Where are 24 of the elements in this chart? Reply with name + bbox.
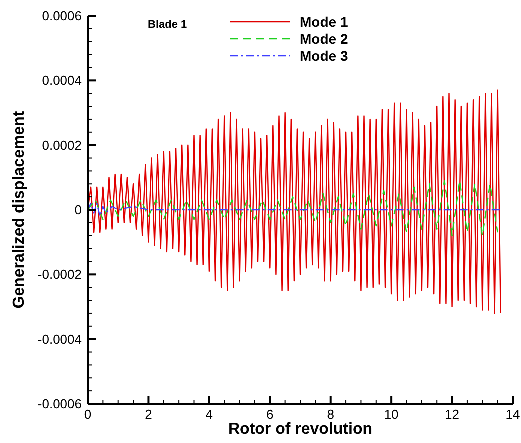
y-tick-label: -0.0002 (38, 267, 82, 282)
y-tick-label: 0.0004 (42, 73, 82, 88)
legend-label: Mode 3 (300, 48, 348, 64)
line-series (87, 202, 502, 218)
x-tick-label: 12 (445, 407, 460, 422)
x-tick-label: 14 (506, 407, 520, 422)
annotation: Blade 1 (148, 19, 188, 31)
x-tick-label: 0 (84, 407, 92, 422)
x-tick-label: 4 (206, 407, 214, 422)
y-tick-label: -0.0004 (38, 332, 82, 347)
y-tick-label: 0.0002 (42, 138, 82, 153)
x-axis-title: Rotor of revolution (228, 421, 372, 438)
legend-label: Mode 2 (300, 31, 348, 47)
line-series (87, 180, 498, 236)
x-tick-label: 10 (384, 407, 399, 422)
x-tick-label: 2 (145, 407, 152, 422)
y-tick-label: 0 (74, 202, 82, 218)
line-series (87, 90, 502, 314)
y-axis-title: Generalized displacement (11, 110, 28, 309)
y-tick-label: 0.0006 (42, 8, 82, 24)
legend-label: Mode 1 (300, 14, 348, 30)
y-tick-label: -0.0006 (38, 396, 82, 412)
x-tick-label: 6 (266, 407, 274, 422)
x-tick-label: 8 (327, 407, 334, 422)
